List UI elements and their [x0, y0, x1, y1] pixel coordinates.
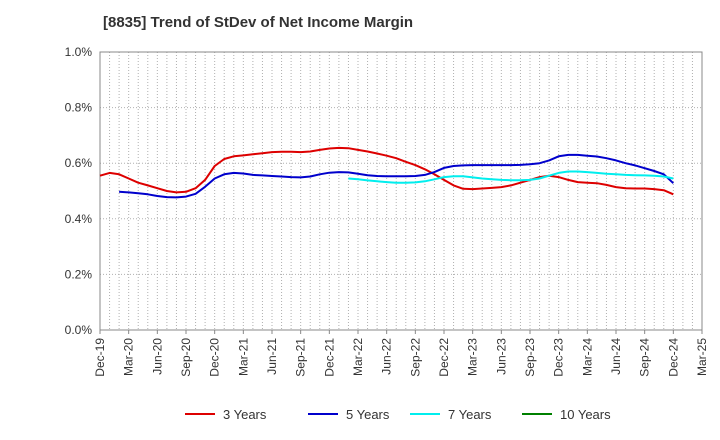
x-tick-label: Dec-23 [552, 338, 566, 377]
y-tick-label: 0.6% [65, 156, 93, 170]
x-tick-label: Jun-23 [494, 338, 508, 375]
y-tick-label: 1.0% [65, 45, 93, 59]
x-tick-label: Jun-24 [609, 338, 623, 375]
series-line-7-years [348, 170, 674, 184]
series-line-5-years [119, 153, 674, 199]
x-tick-label: Sep-22 [408, 338, 422, 377]
series-line-3-years [99, 146, 674, 196]
legend-label-10-years: 10 Years [560, 407, 611, 422]
x-tick-label: Jun-20 [150, 338, 164, 375]
x-tick-label: Mar-20 [122, 338, 136, 376]
x-tick-label: Dec-22 [437, 338, 451, 377]
x-tick-label: Mar-22 [351, 338, 365, 376]
legend-label-5-years: 5 Years [346, 407, 390, 422]
y-tick-label: 0.0% [65, 323, 93, 337]
y-tick-label: 0.8% [65, 101, 93, 115]
x-tick-label: Dec-24 [666, 338, 680, 377]
y-tick-label: 0.2% [65, 267, 93, 281]
x-tick-label: Mar-21 [236, 338, 250, 376]
legend-label-3-years: 3 Years [223, 407, 267, 422]
x-tick-label: Sep-23 [523, 338, 537, 377]
x-tick-label: Mar-25 [695, 338, 709, 376]
x-tick-label: Dec-20 [208, 338, 222, 377]
plot-frame [99, 51, 703, 331]
x-tick-label: Dec-21 [322, 338, 336, 377]
x-tick-label: Sep-20 [179, 338, 193, 377]
x-tick-label: Sep-21 [294, 338, 308, 377]
x-tick-label: Mar-23 [466, 338, 480, 376]
x-tick-label: Sep-24 [638, 338, 652, 377]
x-tick-label: Jun-21 [265, 338, 279, 375]
y-tick-label: 0.4% [65, 212, 93, 226]
x-tick-label: Jun-22 [380, 338, 394, 375]
legend-label-7-years: 7 Years [448, 407, 492, 422]
x-tick-label: Dec-19 [93, 338, 107, 377]
x-tick-label: Mar-24 [580, 338, 594, 376]
chart-title: [8835] Trend of StDev of Net Income Marg… [103, 14, 414, 31]
